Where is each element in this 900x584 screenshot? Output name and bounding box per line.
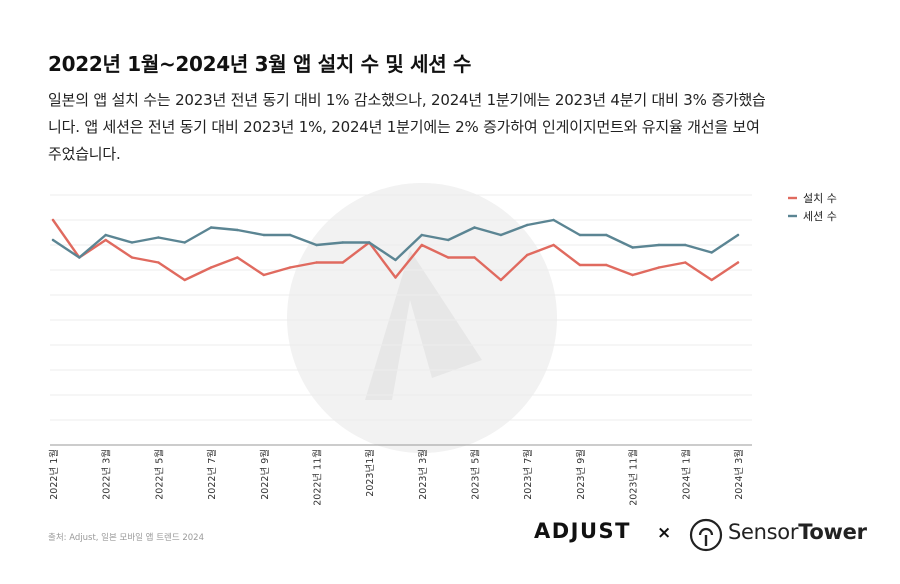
chart-subtitle: 일본의 앱 설치 수는 2023년 전년 동기 대비 1% 감소했으나, 202… bbox=[48, 91, 766, 163]
sensor-tower-logo-tower: Tower bbox=[798, 520, 867, 544]
data-point bbox=[605, 263, 608, 267]
data-point bbox=[209, 226, 213, 229]
data-point bbox=[78, 256, 81, 259]
x-tick-label: 2024년 3월 bbox=[733, 449, 745, 500]
x-tick-label: 2022년 3월 bbox=[101, 449, 113, 500]
data-point bbox=[394, 276, 397, 279]
data-point bbox=[209, 266, 213, 269]
data-point bbox=[315, 261, 318, 264]
adjust-watermark-icon bbox=[287, 183, 557, 453]
x-tick-label: 2023년 3월 bbox=[417, 449, 429, 500]
x-tick-label: 2023년 5월 bbox=[470, 449, 482, 500]
x-tick-label: 2023년 7월 bbox=[522, 449, 534, 500]
data-point bbox=[367, 241, 371, 244]
data-point bbox=[605, 233, 608, 237]
data-point bbox=[684, 243, 687, 247]
data-point bbox=[526, 223, 529, 227]
x-tick-label: 2023년1월 bbox=[364, 449, 376, 497]
data-point bbox=[552, 218, 555, 222]
x-tick-label: 2022년 1월 bbox=[48, 449, 60, 500]
x-tick-label: 2022년 11월 bbox=[311, 449, 323, 506]
data-point bbox=[631, 273, 634, 277]
data-point bbox=[130, 241, 134, 244]
legend-label: 설치 수 bbox=[803, 192, 837, 205]
data-point bbox=[394, 258, 397, 262]
data-point bbox=[420, 233, 424, 237]
data-point bbox=[552, 243, 555, 247]
data-point bbox=[446, 256, 450, 259]
data-point bbox=[288, 233, 292, 237]
data-point bbox=[157, 261, 160, 264]
data-point bbox=[183, 278, 186, 282]
sensor-tower-logo-sensor: Sensor bbox=[728, 520, 799, 544]
source-note: 출처: Adjust, 일본 모바일 앱 트렌드 2024 bbox=[48, 533, 205, 543]
data-point bbox=[736, 261, 740, 264]
data-point bbox=[631, 246, 634, 249]
data-point bbox=[262, 273, 265, 277]
x-tick-label: 2023년 9월 bbox=[575, 449, 587, 500]
data-point bbox=[657, 243, 661, 247]
data-point bbox=[446, 238, 450, 242]
data-point bbox=[710, 251, 713, 254]
x-tick-label: 2023년 11월 bbox=[628, 449, 640, 506]
data-point bbox=[288, 266, 292, 269]
sensor-tower-logo-icon bbox=[689, 518, 723, 552]
x-tick-label: 2022년 9월 bbox=[259, 449, 271, 500]
data-point bbox=[657, 266, 661, 269]
data-point bbox=[578, 263, 582, 267]
sensor-tower-logo: SensorTower bbox=[728, 520, 867, 544]
legend-label: 세션 수 bbox=[803, 210, 837, 223]
data-point bbox=[104, 233, 107, 237]
chart-title: 2022년 1월~2024년 3월 앱 설치 수 및 세션 수 bbox=[48, 52, 472, 76]
x-tick-label: 2022년 7월 bbox=[206, 449, 218, 500]
data-point bbox=[341, 261, 345, 264]
data-point bbox=[710, 278, 713, 282]
data-point bbox=[104, 238, 107, 242]
data-point bbox=[315, 243, 318, 247]
data-point bbox=[578, 233, 582, 237]
data-point bbox=[473, 256, 476, 259]
data-point bbox=[499, 233, 503, 237]
data-point bbox=[51, 238, 55, 242]
data-point bbox=[473, 226, 476, 229]
line-chart: 2022년 1월 2022년 3월 2022년 5월 2022년 7월 2022년 9월… bbox=[48, 183, 837, 506]
data-point bbox=[262, 233, 265, 237]
data-point bbox=[526, 253, 529, 257]
data-point bbox=[341, 241, 345, 244]
adjust-logo: ADJUST bbox=[534, 519, 631, 543]
data-point bbox=[236, 228, 239, 232]
data-point bbox=[736, 233, 740, 237]
x-tick-label: 2024년 1월 bbox=[680, 449, 692, 500]
data-point bbox=[420, 243, 424, 247]
data-point bbox=[157, 236, 160, 239]
data-point bbox=[130, 256, 134, 259]
data-point bbox=[51, 218, 55, 222]
data-point bbox=[236, 256, 239, 259]
times-separator: × bbox=[657, 523, 672, 543]
x-tick-label: 2022년 5월 bbox=[153, 449, 165, 500]
data-point bbox=[684, 261, 687, 264]
data-point bbox=[499, 278, 503, 282]
data-point bbox=[183, 241, 186, 244]
